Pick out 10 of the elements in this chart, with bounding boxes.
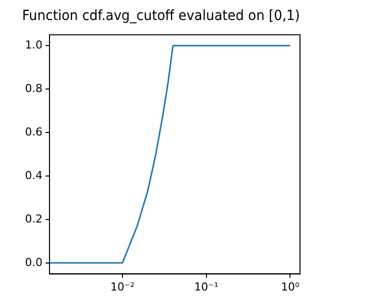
y-tick-label: 0.4 [24, 168, 42, 182]
y-tick-label: 0.6 [24, 125, 42, 138]
x-tick-label: 10⁻¹ [194, 280, 218, 294]
chart-title: Function cdf.avg_cutoff evaluated on [0,1) [22, 8, 300, 24]
y-tick-label: 0.0 [24, 256, 42, 269]
y-tick-label: 0.2 [24, 212, 42, 226]
y-tick-label: 1.0 [24, 38, 42, 52]
y-tick-label: 0.8 [24, 82, 42, 95]
x-tick-label: 10⁰ [280, 280, 300, 294]
x-tick-label: 10⁻² [110, 280, 135, 294]
